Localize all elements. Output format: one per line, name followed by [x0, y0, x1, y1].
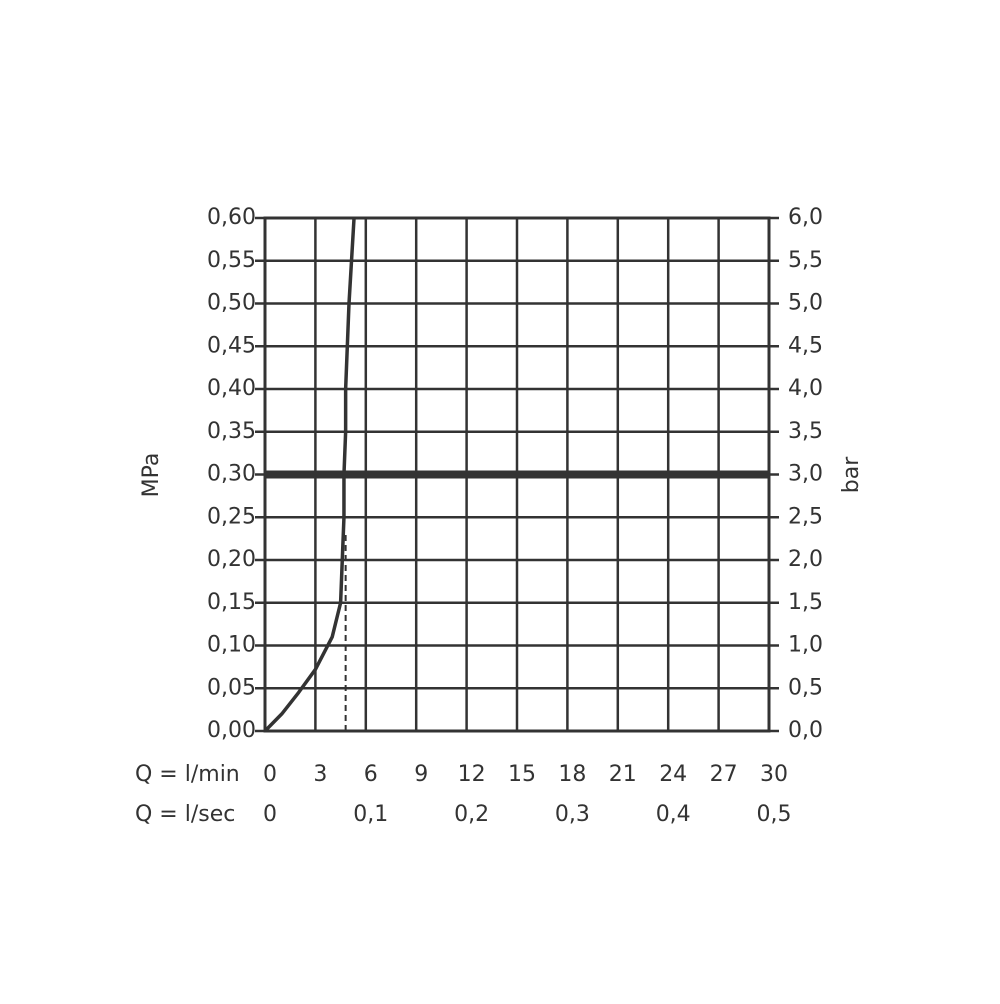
- y2-tick-label: 3,5: [788, 419, 823, 444]
- x-tick-label: 21: [609, 762, 637, 787]
- y2-tick-label: 5,5: [788, 248, 823, 273]
- x2-tick-label: 0,5: [757, 802, 792, 827]
- x-tick-label: 9: [414, 762, 428, 787]
- x2-axis-label: Q = l/sec: [135, 802, 235, 827]
- x2-tick-label: 0,1: [353, 802, 388, 827]
- y-tick-label: 0,10: [207, 633, 256, 658]
- x-tick-label: 12: [458, 762, 486, 787]
- x-tick-label: 6: [364, 762, 378, 787]
- x-tick-label: 0: [263, 762, 277, 787]
- x2-tick-label: 0,2: [454, 802, 489, 827]
- y2-tick-label: 1,5: [788, 590, 823, 615]
- y-tick-label: 0,05: [207, 675, 256, 700]
- x-tick-label: 30: [760, 762, 788, 787]
- x-tick-label: 27: [710, 762, 738, 787]
- y-tick-label: 0,15: [207, 590, 256, 615]
- y2-axis-label: bar: [839, 456, 864, 493]
- y2-tick-label: 4,5: [788, 333, 823, 358]
- x-tick-label: 3: [313, 762, 327, 787]
- y2-tick-label: 0,0: [788, 718, 823, 743]
- y-axis-label: MPa: [139, 453, 164, 498]
- y-tick-label: 0,35: [207, 419, 256, 444]
- y-tick-label: 0,55: [207, 248, 256, 273]
- y2-tick-label: 3,0: [788, 462, 823, 487]
- y2-tick-label: 0,5: [788, 675, 823, 700]
- y2-tick-label: 2,0: [788, 547, 823, 572]
- y-tick-label: 0,30: [207, 462, 256, 487]
- y2-tick-label: 2,5: [788, 504, 823, 529]
- y-tick-label: 0,50: [207, 291, 256, 316]
- y-tick-label: 0,00: [207, 718, 256, 743]
- x-tick-label: 18: [558, 762, 586, 787]
- y2-tick-label: 4,0: [788, 376, 823, 401]
- y-tick-label: 0,45: [207, 333, 256, 358]
- y2-tick-label: 1,0: [788, 633, 823, 658]
- y2-tick-label: 6,0: [788, 205, 823, 230]
- x-tick-label: 15: [508, 762, 536, 787]
- y-tick-label: 0,25: [207, 504, 256, 529]
- x-axis-label: Q = l/min: [135, 762, 240, 787]
- y2-tick-label: 5,0: [788, 291, 823, 316]
- x2-tick-label: 0,4: [656, 802, 691, 827]
- data-line: [263, 217, 356, 733]
- y-tick-label: 0,20: [207, 547, 256, 572]
- x-tick-label: 24: [659, 762, 687, 787]
- x2-tick-label: 0,3: [555, 802, 590, 827]
- x2-tick-label: 0: [263, 802, 277, 827]
- y-tick-label: 0,60: [207, 205, 256, 230]
- y-tick-label: 0,40: [207, 376, 256, 401]
